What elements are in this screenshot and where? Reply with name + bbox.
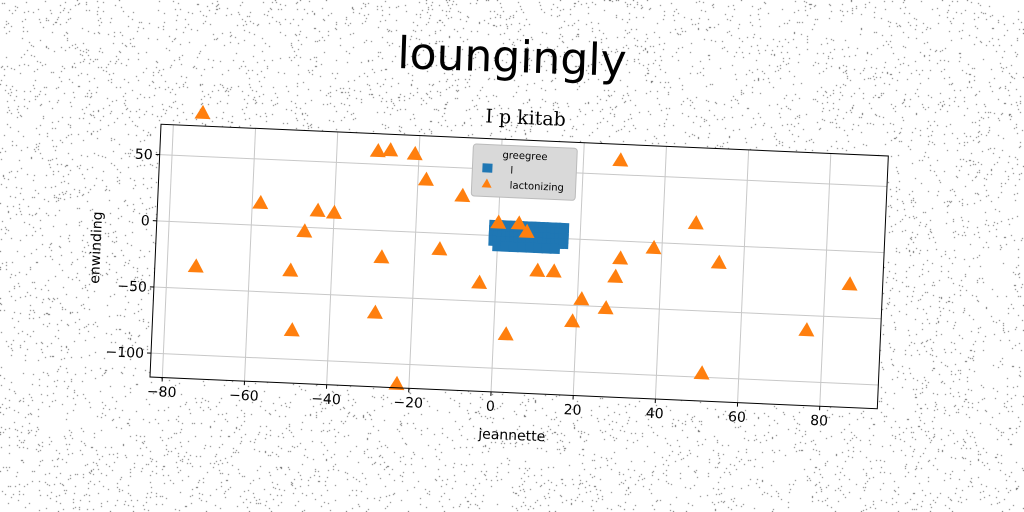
point-lactonizing [187,258,204,273]
point-lactonizing [612,152,629,167]
axes-frame [149,123,889,410]
y-tick-label: −100 [105,344,144,362]
legend-marker-square [482,163,493,173]
y-tick-label: 50 [134,147,153,164]
y-tick-label: −50 [117,278,147,295]
point-lactonizing [388,375,405,391]
grid-line-x [572,142,585,396]
legend-title: greegree [502,150,548,163]
data-points [187,104,858,391]
point-lactonizing [545,263,562,278]
x-tick-label: −20 [393,395,423,412]
point-lactonizing [518,223,535,239]
grid-line-x [243,128,257,382]
legend-marker-triangle [481,178,492,188]
point-lactonizing [798,322,815,337]
point-lactonizing [431,241,448,256]
point-lactonizing [497,326,514,341]
grid-line-x [819,153,832,407]
point-lactonizing [529,262,546,277]
grid-line-y [153,286,882,320]
point-lactonizing [373,249,390,264]
point-lactonizing [309,202,326,217]
point-lactonizing [283,322,300,337]
axis-ticks: −80 −60 −40 −20 0 20 40 60 80 50 0 −50 −100 [105,147,829,430]
grid [150,124,888,407]
point-lactonizing [687,215,704,230]
legend: greegree l lactonizing [470,143,578,201]
x-tick-label: 80 [810,413,829,430]
legend-entry-lactonizing: lactonizing [509,181,564,194]
point-lactonizing [510,215,527,230]
point-lactonizing [325,204,342,220]
point-lactonizing [454,187,471,203]
y-tick-label: 0 [140,213,150,229]
point-lactonizing [645,239,662,255]
point-lactonizing [417,171,434,186]
point-lactonizing [490,214,507,229]
x-tick-label: −80 [147,384,177,401]
x-tick-label: 40 [645,406,664,423]
point-lactonizing [366,304,383,319]
grid-line-x [408,135,421,389]
point-l [541,243,552,254]
point-l [549,243,561,255]
point-l [516,242,528,253]
point-lactonizing [841,276,858,291]
grid-line-x [737,149,750,403]
x-tick-label: −60 [229,387,259,404]
point-lactonizing [597,300,614,315]
point-lactonizing [382,142,399,157]
x-tick-label: 60 [728,409,747,426]
point-lactonizing [564,313,581,328]
point-lactonizing [612,250,629,265]
x-tick-label: 20 [563,402,582,419]
point-lactonizing [282,262,299,277]
point-l [525,242,536,253]
point-l [508,241,520,253]
grid-line-x [654,146,667,400]
legend-entry-l: l [510,166,513,177]
plot-title: I p kitab [485,105,566,130]
point-l [492,241,503,252]
x-axis-label: jeannette [477,426,546,445]
point-lactonizing [369,142,386,158]
point-lactonizing [693,365,710,380]
point-lactonizing [406,145,423,161]
point-lactonizing [710,254,727,269]
grid-line-x [326,131,339,385]
point-l [558,238,569,250]
legend-box [470,143,578,201]
point-lactonizing [194,104,211,120]
x-tick-label: −40 [311,391,341,408]
point-lactonizing [296,223,313,238]
point-lactonizing [607,268,624,284]
point-l [500,241,511,252]
grid-line-x [161,124,174,378]
y-axis-label: enwinding [87,211,106,284]
point-lactonizing [573,291,590,306]
x-tick-label: 0 [486,399,496,415]
grid-line-y [150,352,879,386]
point-lactonizing [471,274,488,290]
point-l [533,242,544,254]
point-lactonizing [252,194,269,210]
